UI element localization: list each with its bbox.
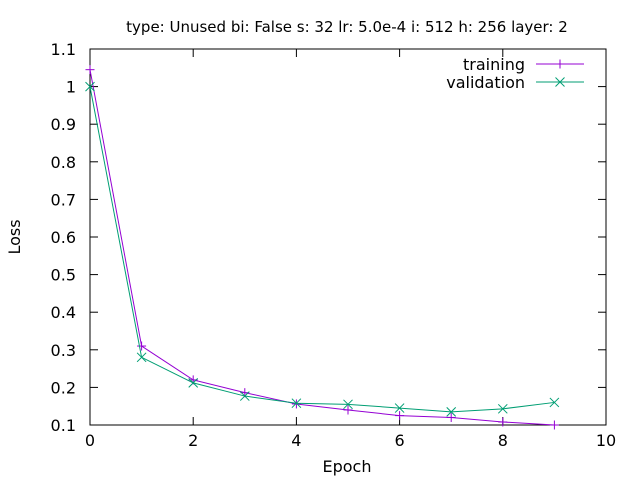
data-point-training (343, 405, 353, 415)
data-point-validation (497, 403, 508, 414)
y-axis-label: Loss (5, 219, 24, 254)
data-point-validation (394, 403, 405, 413)
data-point-validation (136, 352, 147, 363)
plot-border (89, 48, 607, 426)
data-point-validation (85, 81, 95, 92)
y-tick-label: 0.9 (51, 115, 76, 134)
series-validation (85, 81, 560, 417)
data-point-validation (549, 397, 560, 408)
x-axis-label: Epoch (323, 457, 372, 476)
series-line-training (89, 69, 555, 426)
data-point-training (395, 411, 405, 421)
y-tick-label: 0.8 (51, 153, 76, 172)
data-point-training (549, 420, 559, 430)
legend-item-training: training (463, 55, 584, 74)
data-point-validation (188, 378, 199, 388)
data-point-validation (343, 399, 353, 410)
x-tick-label: 2 (188, 431, 198, 450)
y-tick-label: 0.7 (51, 190, 76, 209)
plot-frame (89, 48, 607, 426)
series-layer (85, 65, 560, 430)
legend-item-validation: validation (446, 73, 584, 92)
y-tick-label: 0.5 (51, 266, 76, 285)
y-tick-label: 0.4 (51, 303, 76, 322)
x-tick-label: 8 (498, 431, 508, 450)
axis-ticks: 0 2 4 6 8 10 0.1 0.2 0.3 0.4 0.5 0.6 0.7 0.8 0.9 1 1.1 (51, 40, 617, 450)
data-point-training (85, 65, 95, 75)
data-point-training (498, 417, 508, 427)
x-tick-label: 10 (596, 431, 616, 450)
y-tick-label: 0.6 (51, 228, 76, 247)
series-training (85, 65, 559, 430)
x-tick-label: 4 (291, 431, 301, 450)
legend-marker (555, 59, 565, 69)
data-point-validation (239, 391, 250, 401)
data-point-validation (291, 398, 302, 409)
data-point-training (291, 399, 301, 409)
chart-title: type: Unused bi: False s: 32 lr: 5.0e-4 … (126, 18, 568, 36)
y-tick-label: 0.3 (51, 341, 76, 360)
x-tick-label: 6 (395, 431, 405, 450)
y-tick-label: 0.2 (51, 378, 76, 397)
data-point-validation (446, 406, 457, 417)
data-point-training (446, 412, 456, 422)
data-point-training (137, 341, 147, 351)
legend-label: training (463, 55, 525, 74)
legend-marker (555, 77, 565, 87)
y-tick-label: 0.1 (51, 416, 76, 435)
y-tick-label: 1 (66, 78, 76, 97)
y-tick-label: 1.1 (51, 40, 76, 59)
x-tick-label: 0 (85, 431, 95, 450)
series-line-validation (89, 86, 555, 413)
legend-label: validation (446, 73, 525, 92)
